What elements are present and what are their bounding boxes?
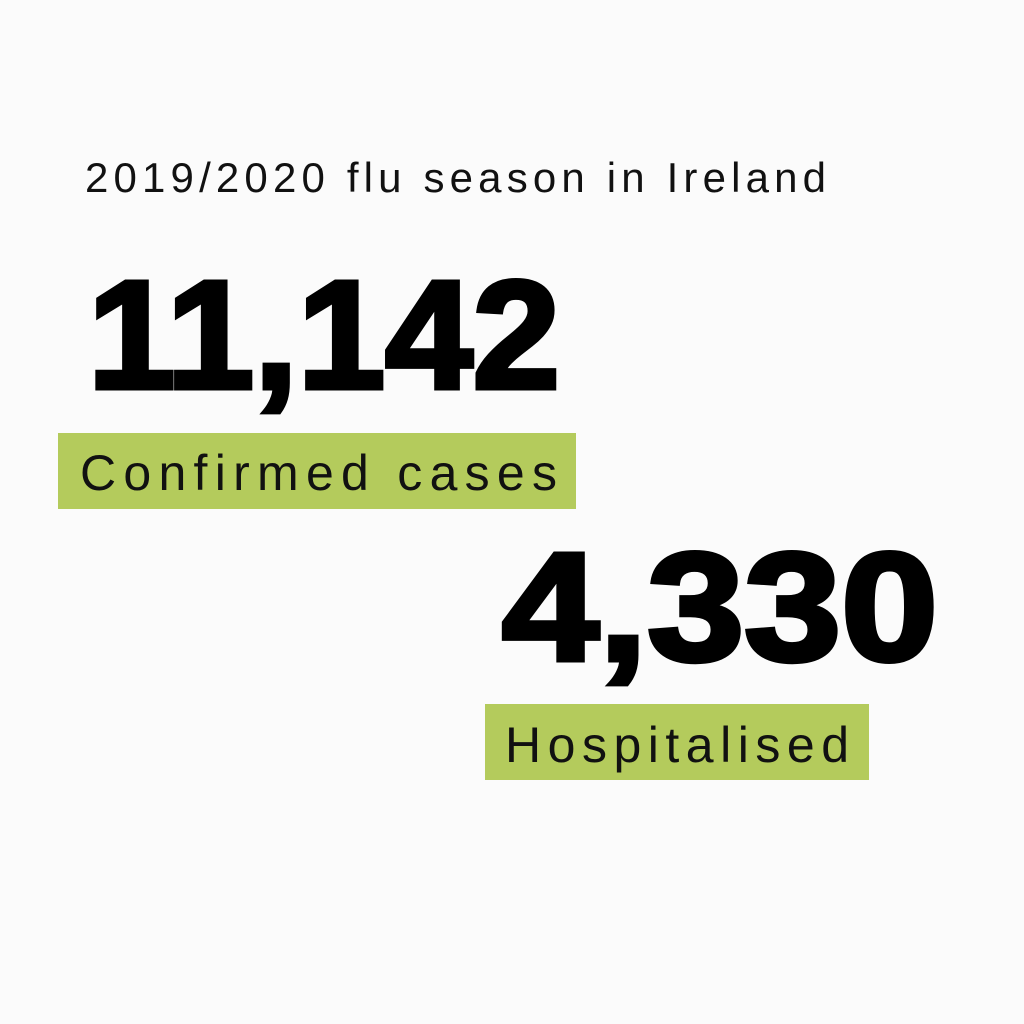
stat-value: 11,142 [88, 249, 560, 421]
stat-label: Confirmed cases [80, 445, 557, 501]
stat-value: 4,330 [502, 521, 938, 693]
label-box [58, 433, 576, 509]
title: 2019/2020 flu season in Ireland [85, 154, 826, 201]
stat-label: Hospitalised [505, 717, 849, 773]
label-box [485, 704, 869, 780]
